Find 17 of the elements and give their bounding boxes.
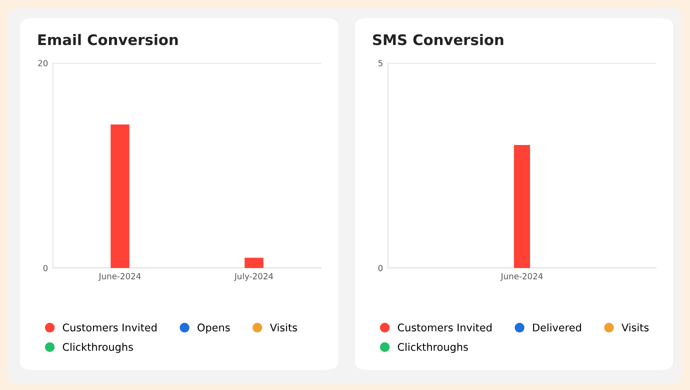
- chart-title: Email Conversion: [38, 34, 178, 46]
- legend-label: Visits: [270, 323, 297, 332]
- x-tick-label: June-2024: [98, 273, 141, 281]
- x-tick-label: June-2024: [500, 273, 543, 281]
- y-tick-label: 0: [43, 264, 48, 272]
- legend-label: Customers Invited: [62, 323, 157, 332]
- y-tick-label: 0: [378, 264, 383, 272]
- legend-label: Clickthroughs: [62, 342, 133, 353]
- chart-title: SMS Conversion: [373, 34, 504, 46]
- legend-label: Delivered: [533, 323, 581, 332]
- legend-label: Visits: [622, 323, 649, 332]
- x-tick-label: July-2024: [234, 272, 274, 281]
- legend-label: Customers Invited: [398, 323, 492, 332]
- legend-label: Clickthroughs: [398, 342, 468, 353]
- y-tick-label: 5: [378, 60, 382, 66]
- y-tick-label: 20: [38, 60, 48, 66]
- legend-label: Opens: [198, 324, 230, 334]
